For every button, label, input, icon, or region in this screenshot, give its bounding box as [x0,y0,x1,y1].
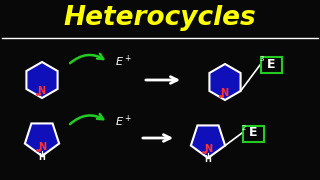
Text: Heterocycles: Heterocycles [64,5,256,31]
Text: H: H [39,154,45,163]
Text: E: E [249,127,257,140]
Polygon shape [27,62,58,98]
Polygon shape [191,125,225,158]
Text: $E^+$: $E^+$ [115,113,132,129]
Text: N: N [204,144,212,154]
Text: N: N [220,88,228,98]
Text: $E^+$: $E^+$ [115,53,132,69]
Polygon shape [209,64,241,100]
FancyBboxPatch shape [243,125,263,141]
Text: 2: 2 [242,125,246,131]
FancyBboxPatch shape [260,57,282,73]
Text: H: H [204,156,212,165]
Polygon shape [25,123,59,156]
Text: 3: 3 [260,56,264,62]
Text: N: N [38,142,46,152]
Text: N: N [37,86,45,96]
Text: E: E [267,57,275,71]
